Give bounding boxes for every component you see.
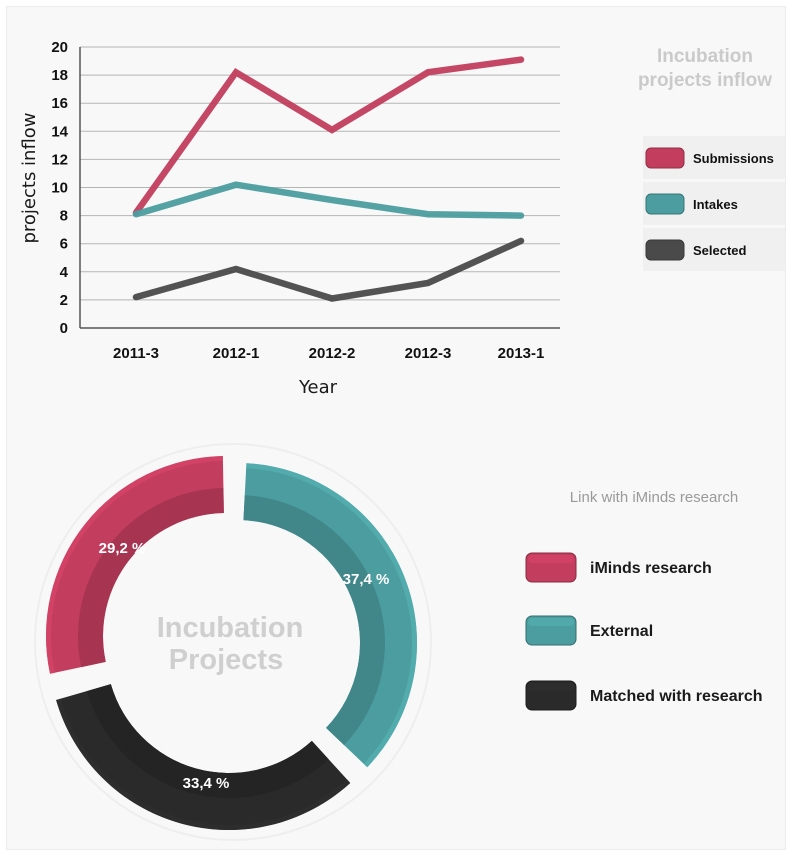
line-chart-title-line-1: Incubation: [657, 46, 753, 67]
point-submissions-2012-3: [427, 71, 429, 73]
slice-inner-band-external: [243, 495, 386, 746]
slice-label-external: 37,4 %: [343, 571, 390, 588]
legend-item-selected: Selected: [643, 228, 785, 271]
y-tick-label-18: 18: [51, 67, 68, 84]
legend-swatch-selected: [645, 239, 685, 261]
donut-legend-item-iminds-research: iMinds research: [525, 552, 712, 583]
y-axis-title: projects inflow: [19, 112, 40, 243]
legend-label-submissions: Submissions: [693, 151, 774, 166]
legend-label-selected: Selected: [693, 243, 747, 258]
donut-slices: [45, 456, 417, 831]
series-intakes: [132, 181, 525, 219]
donut-legend: iMinds research External Matched with rese…: [525, 552, 763, 711]
point-selected-2012-1: [235, 268, 237, 270]
donut-legend-label-matched-with-research: Matched with research: [590, 688, 763, 705]
donut-center-label-line-1: Incubation: [157, 612, 304, 644]
point-intakes-2011-3: [135, 213, 137, 215]
point-submissions-2012-2: [331, 129, 333, 131]
legend-swatch-submissions: [645, 147, 685, 169]
donut-chart-subtitle: Link with iMinds research: [570, 489, 738, 506]
donut-percent-labels: 37,4 % 33,4 % 29,2 %: [99, 540, 390, 792]
line-chart: 0 2 4 6 8 10 12 14 16 18 20 2011-3 2012-1 2012-2 2012…: [19, 39, 785, 398]
legend-item-intakes: Intakes: [643, 182, 785, 225]
slice-highlight-matched-with-research: [56, 698, 351, 831]
donut-legend-item-matched-with-research: Matched with research: [525, 680, 763, 711]
slice-inner-band-iminds-research: [78, 488, 224, 668]
slice-outer-matched-with-research: [56, 684, 351, 831]
point-intakes-2013-1: [520, 215, 522, 217]
x-tick-label-2011-3: 2011-3: [113, 345, 159, 362]
legend-label-intakes: Intakes: [693, 197, 738, 212]
slice-external: [243, 463, 417, 768]
point-intakes-2012-3: [427, 213, 429, 215]
y-tick-label-20: 20: [51, 39, 68, 56]
y-tick-label-12: 12: [51, 151, 68, 168]
legend-swatch-intakes: [645, 193, 685, 215]
slice-label-iminds-research: 29,2 %: [99, 540, 146, 557]
x-tick-label-2012-2: 2012-2: [309, 345, 356, 362]
line-chart-title-line-2: projects inflow: [638, 70, 772, 91]
line-legend: Submissions Intakes Selected: [643, 136, 785, 271]
y-tick-label-10: 10: [51, 180, 68, 197]
slice-inner-band-matched-with-research: [86, 684, 329, 798]
y-tick-labels: 0 2 4 6 8 10 12 14 16 18 20: [51, 39, 68, 337]
slice-matched-with-research: [56, 684, 351, 831]
point-submissions-2013-1: [520, 59, 522, 61]
y-tick-label-4: 4: [60, 264, 69, 281]
x-tick-label-2012-1: 2012-1: [213, 345, 260, 362]
x-tick-labels: 2011-3 2012-1 2012-2 2012-3 2013-1: [113, 345, 544, 362]
y-tick-label-6: 6: [60, 236, 68, 253]
y-tick-label-14: 14: [51, 123, 68, 140]
slice-label-matched-with-research: 33,4 %: [183, 775, 230, 792]
y-gridlines: [80, 46, 560, 301]
point-selected-2013-1: [520, 240, 522, 242]
donut-legend-swatch-shine-matched-with-research: [528, 683, 574, 691]
slice-iminds-research: [45, 456, 224, 674]
y-tick-label-8: 8: [60, 208, 68, 225]
x-tick-label-2013-1: 2013-1: [498, 345, 545, 362]
donut-legend-label-external: External: [590, 623, 653, 640]
donut-legend-item-external: External: [525, 615, 653, 646]
point-selected-2012-2: [331, 297, 333, 300]
point-submissions-2012-1: [235, 71, 237, 73]
donut-legend-label-iminds-research: iMinds research: [590, 560, 712, 577]
point-selected-2012-3: [427, 282, 429, 284]
donut-center-label-line-2: Projects: [169, 644, 283, 676]
donut-legend-swatch-shine-iminds-research: [528, 555, 574, 563]
line-series: [132, 56, 525, 302]
donut-legend-swatch-shine-external: [528, 618, 574, 626]
axes: [79, 47, 560, 329]
y-tick-label-16: 16: [51, 95, 68, 112]
donut-outer-ring: [34, 443, 432, 841]
y-tick-label-0: 0: [60, 320, 68, 337]
legend-item-submissions: Submissions: [643, 136, 785, 179]
point-selected-2011-3: [135, 296, 137, 298]
x-tick-label-2012-3: 2012-3: [405, 345, 452, 362]
point-intakes-2012-2: [331, 199, 333, 201]
y-tick-label-2: 2: [60, 292, 68, 309]
series-selected: [132, 237, 525, 302]
x-axis-title: Year: [298, 377, 338, 398]
point-intakes-2012-1: [235, 184, 237, 186]
